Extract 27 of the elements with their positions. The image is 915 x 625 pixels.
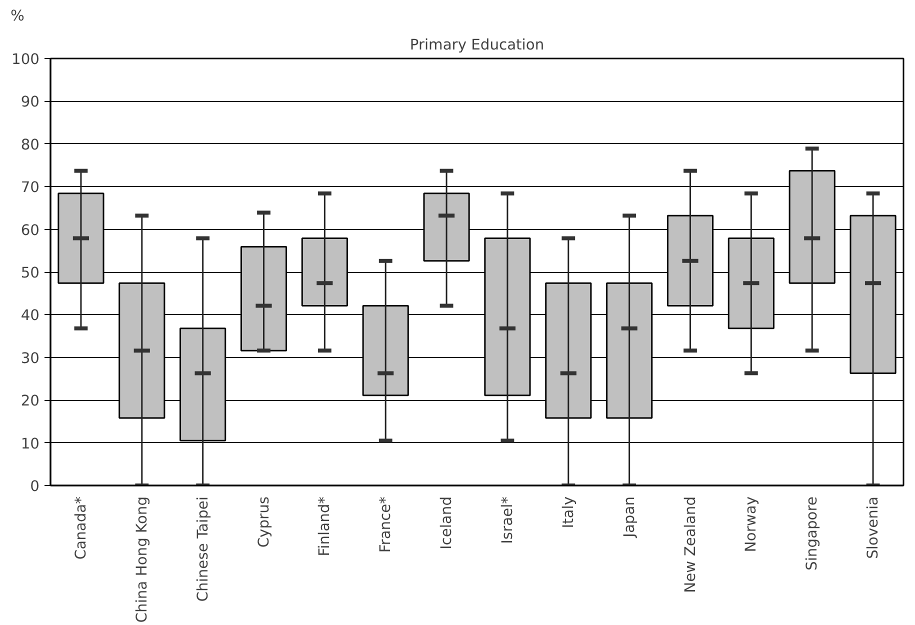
y-tick-label: 0 xyxy=(30,478,40,495)
x-tick-label: Finland* xyxy=(316,496,334,556)
x-tick-label: Israel* xyxy=(498,496,516,544)
x-tick-label: Chinese Taipei xyxy=(194,496,212,602)
x-tick-label: New Zealand xyxy=(682,496,699,593)
y-tick-label: 80 xyxy=(20,136,40,154)
x-tick-label: Canada* xyxy=(72,496,90,560)
y-tick-label: 40 xyxy=(20,307,40,324)
x-tick-label: Singapore xyxy=(804,496,821,570)
y-axis-title: % xyxy=(10,8,24,24)
x-tick-label: Slovenia xyxy=(864,496,882,559)
y-tick-label: 10 xyxy=(20,435,40,452)
y-tick-label: 70 xyxy=(20,179,40,196)
y-tick-label: 30 xyxy=(20,350,40,367)
y-tick-label: 60 xyxy=(20,222,40,239)
x-tick-label: France* xyxy=(377,496,394,553)
x-tick-label: Norway xyxy=(742,496,760,552)
y-tick-label: 100 xyxy=(12,51,40,68)
y-tick-label: 50 xyxy=(20,264,40,282)
y-tick-label: 20 xyxy=(20,392,40,410)
y-tick-label: 90 xyxy=(20,94,40,111)
x-tick-label: Iceland xyxy=(438,496,456,550)
chart-title: Primary Education xyxy=(410,36,544,54)
x-tick-label: Italy xyxy=(560,496,577,528)
x-tick-label: Japan xyxy=(620,496,638,538)
x-tick-label: Cyprus xyxy=(255,496,272,548)
x-tick-label: China Hong Kong xyxy=(133,496,150,623)
